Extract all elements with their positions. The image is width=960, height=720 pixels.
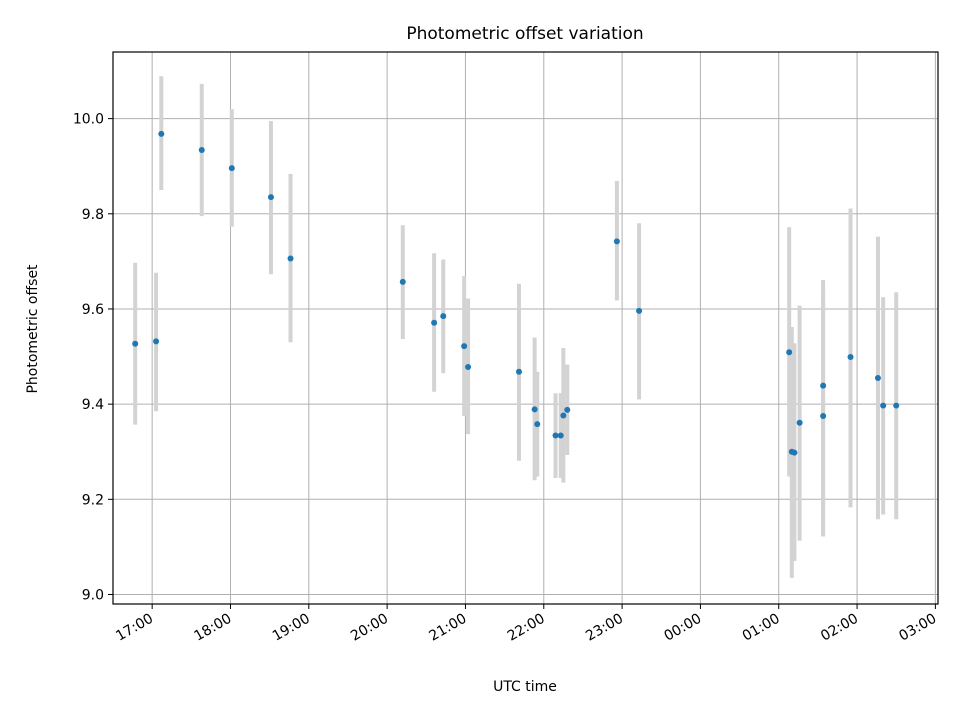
data-point: [228, 165, 235, 172]
data-point: [880, 402, 887, 409]
y-tick-label: 10.0: [73, 112, 104, 128]
x-axis-label: UTC time: [493, 679, 557, 695]
data-point: [820, 413, 827, 420]
data-point: [198, 147, 205, 154]
data-point: [431, 319, 438, 326]
data-point: [564, 406, 571, 413]
data-point: [557, 432, 564, 439]
data-point: [132, 340, 139, 347]
data-point: [786, 349, 793, 356]
data-point: [534, 421, 541, 428]
data-point: [636, 307, 643, 314]
data-points: [132, 130, 900, 456]
y-tick-label: 9.6: [82, 302, 104, 318]
data-point: [874, 374, 881, 381]
chart-title: Photometric offset variation: [406, 24, 643, 44]
data-point: [847, 354, 854, 361]
data-point: [465, 364, 472, 371]
y-tick-label: 9.0: [82, 587, 104, 603]
plot-frame: [112, 51, 939, 605]
y-tick-label: 9.4: [82, 397, 104, 413]
y-tick-label: 9.2: [82, 492, 104, 508]
y-axis-ticks: 9.0 9.2 9.4 9.6 9.8 10.0: [73, 112, 113, 603]
data-point: [515, 368, 522, 375]
data-point: [613, 238, 620, 245]
data-point: [440, 313, 447, 320]
data-point: [153, 338, 160, 345]
data-point: [461, 343, 468, 350]
y-tick-label: 9.8: [82, 207, 104, 223]
data-point: [158, 130, 165, 137]
data-point: [893, 402, 900, 409]
data-point: [791, 449, 798, 456]
y-axis-label: Photometric offset: [25, 264, 41, 394]
data-point: [552, 432, 559, 439]
data-point: [560, 412, 567, 419]
grid: [113, 52, 938, 604]
data-point: [796, 419, 803, 426]
data-point: [531, 406, 538, 413]
data-point: [267, 194, 274, 201]
data-point: [287, 255, 294, 262]
data-point: [820, 382, 827, 389]
data-point: [399, 278, 406, 285]
